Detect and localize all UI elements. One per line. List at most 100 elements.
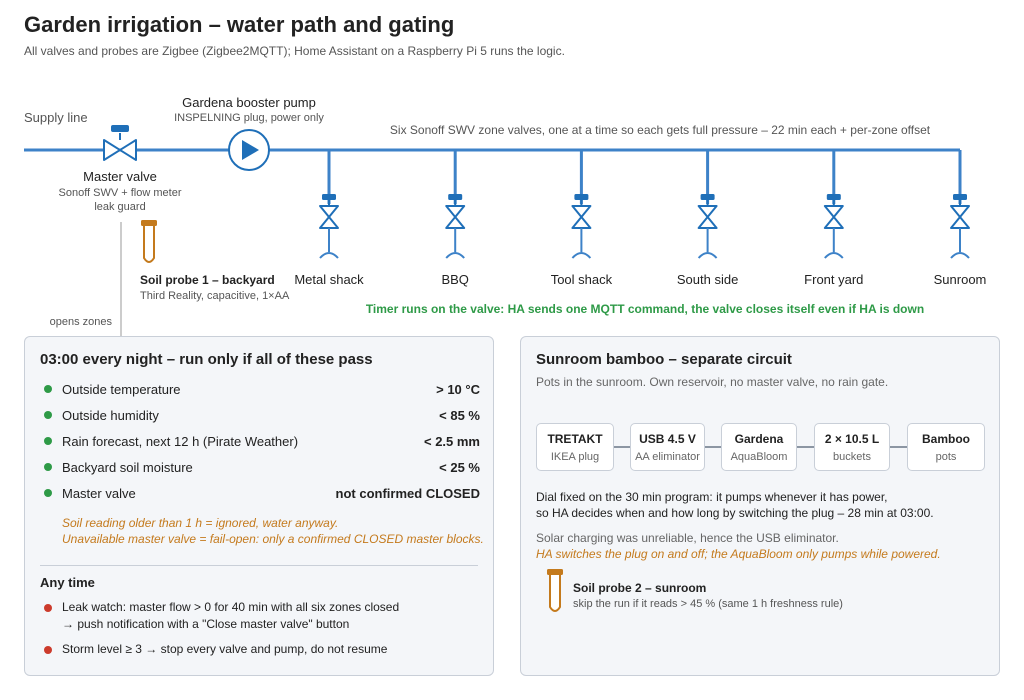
sunroom-body-line: so HA decides when and how long by switc… (536, 506, 934, 520)
zone-valve: South side (677, 150, 738, 287)
anytime-rule: Leak watch: master flow > 0 for 40 min w… (40, 599, 480, 635)
nightly-rules-card: 03:00 every night – run only if all of t… (24, 336, 494, 676)
zones-caption: Six Sonoff SWV zone valves, one at a tim… (390, 123, 931, 137)
booster-pump-icon (228, 129, 270, 171)
zone-valve: BBQ (441, 150, 469, 287)
chain-box-name: 2 × 10.5 L (824, 432, 880, 446)
chain-box-sub: IKEA plug (550, 451, 600, 463)
condition-label: Outside humidity (62, 408, 159, 423)
zone-valve-icon (950, 205, 970, 229)
zone-valve-actuator (826, 194, 841, 200)
anytime-rule-line1: Storm level ≥ 3 → stop every valve and p… (62, 642, 388, 656)
zone-label: BBQ (441, 272, 468, 287)
pump-label: Gardena booster pump (182, 95, 316, 110)
timer-note: Timer runs on the valve: HA sends one MQ… (366, 302, 924, 316)
sunroom-note-italic: HA switches the plug on and off; the Aqu… (536, 547, 941, 561)
status-dot (44, 489, 52, 497)
zone-valve: Tool shack (551, 150, 613, 287)
soil-probe-2-name: Soil probe 2 – sunroom (573, 581, 707, 595)
chain-link (613, 446, 631, 448)
status-dot (44, 646, 52, 654)
zone-label: South side (677, 272, 738, 287)
chain-box-buckets: 2 × 10.5 L buckets (814, 423, 890, 471)
master-valve-label: Master valve (83, 169, 157, 184)
soil-probe-1-sub: Third Reality, capacitive, 1×AA (140, 290, 290, 302)
zone-label: Front yard (804, 272, 863, 287)
zone-sprinkler-icon (824, 252, 844, 259)
chain-box-name: USB 4.5 V (639, 432, 696, 446)
zone-valve-icon (445, 205, 466, 229)
sunroom-note: Solar charging was unreliable, hence the… (536, 531, 839, 545)
zone-valves: Metal shack BBQ Tool shack South side Front … (294, 150, 986, 287)
chain-box-sub: AA eliminator (635, 451, 700, 463)
condition-row: Rain forecast, next 12 h (Pirate Weather… (40, 433, 480, 451)
zone-valve-icon (697, 205, 718, 229)
divider (40, 565, 478, 566)
anytime-title: Any time (40, 575, 95, 590)
condition-label: Outside temperature (62, 382, 181, 397)
condition-label: Backyard soil moisture (62, 460, 193, 475)
zone-sprinkler-icon (571, 252, 592, 259)
sunroom-body-line: Dial fixed on the 30 min program: it pum… (536, 490, 888, 504)
zone-valve: Sunroom (934, 150, 987, 287)
page-title: Garden irrigation – water path and gatin… (24, 12, 455, 37)
anytime-rule-line1: Leak watch: master flow > 0 for 40 min w… (62, 600, 400, 614)
zone-sprinkler-icon (445, 252, 465, 259)
master-valve-sub1: Sonoff SWV + flow meter (59, 187, 182, 199)
zone-sprinkler-icon (950, 252, 970, 259)
status-dot (44, 437, 52, 445)
chain-box-sub: AquaBloom (730, 451, 788, 463)
zone-valve-actuator (953, 194, 967, 200)
anytime-rule: Storm level ≥ 3 → stop every valve and p… (40, 641, 480, 659)
master-valve-icon (103, 125, 137, 161)
condition-row: Master valve not confirmed CLOSED (40, 485, 480, 503)
soil-probe-2-icon (547, 569, 563, 612)
anytime-rule-line2: → push notification with a "Close master… (62, 617, 350, 631)
condition-row: Outside humidity < 85 % (40, 407, 480, 425)
sunroom-card: Sunroom bamboo – separate circuit Pots i… (520, 336, 1000, 676)
chain-box-gardena: Gardena AquaBloom (721, 423, 797, 471)
zone-valve-icon (823, 205, 844, 229)
zone-valve: Front yard (804, 150, 863, 287)
page-subtitle: All valves and probes are Zigbee (Zigbee… (24, 44, 565, 58)
opens-zones-label: opens zones (50, 316, 113, 328)
zone-label: Tool shack (551, 272, 613, 287)
rules-title: 03:00 every night – run only if all of t… (40, 351, 373, 368)
condition-row: Outside temperature > 10 °C (40, 381, 480, 399)
soil-probe-1-name: Soil probe 1 – backyard (140, 273, 275, 287)
zone-sprinkler-icon (319, 252, 339, 259)
zone-label: Metal shack (294, 272, 364, 287)
condition-value: not confirmed CLOSED (335, 486, 480, 501)
chain-box-bamboo: Bamboo pots (907, 423, 985, 471)
supply-line-label: Supply line (24, 110, 88, 125)
condition-value: < 25 % (439, 460, 480, 475)
condition-value: < 2.5 mm (423, 434, 480, 449)
master-valve-sub2: leak guard (94, 201, 145, 213)
chain-link (796, 446, 815, 448)
chain-box-usb: USB 4.5 V AA eliminator (630, 423, 705, 471)
chain-box-tretakt: TRETAKT IKEA plug (536, 423, 614, 471)
condition-row: Backyard soil moisture < 25 % (40, 459, 480, 477)
zone-valve-actuator (700, 194, 715, 200)
zone-label: Sunroom (934, 272, 987, 287)
zone-valve-actuator (322, 194, 336, 200)
soil-probe-2-sub: skip the run if it reads > 45 % (same 1 … (573, 598, 843, 610)
zone-valve-actuator (448, 194, 463, 200)
zone-sprinkler-icon (697, 252, 718, 259)
chain-link (889, 446, 908, 448)
rules-note: Unavailable master valve = fail-open: on… (62, 532, 484, 546)
sunroom-subtitle: Pots in the sunroom. Own reservoir, no m… (536, 375, 889, 389)
water-path-diagram: Supply line Master valve Sonoff SWV + fl… (24, 95, 986, 336)
condition-value: < 85 % (439, 408, 480, 423)
chain-box-name: TRETAKT (547, 432, 603, 446)
condition-label: Rain forecast, next 12 h (Pirate Weather… (62, 434, 299, 449)
chain-box-sub: pots (935, 451, 957, 463)
zone-valve-icon (571, 205, 592, 229)
status-dot (44, 604, 52, 612)
pump-sub: INSPELNING plug, power only (174, 112, 324, 124)
soil-probe-1-icon (141, 220, 157, 263)
status-dot (44, 411, 52, 419)
status-dot (44, 463, 52, 471)
chain-box-name: Bamboo (922, 432, 970, 446)
zone-valve-actuator (574, 194, 589, 200)
